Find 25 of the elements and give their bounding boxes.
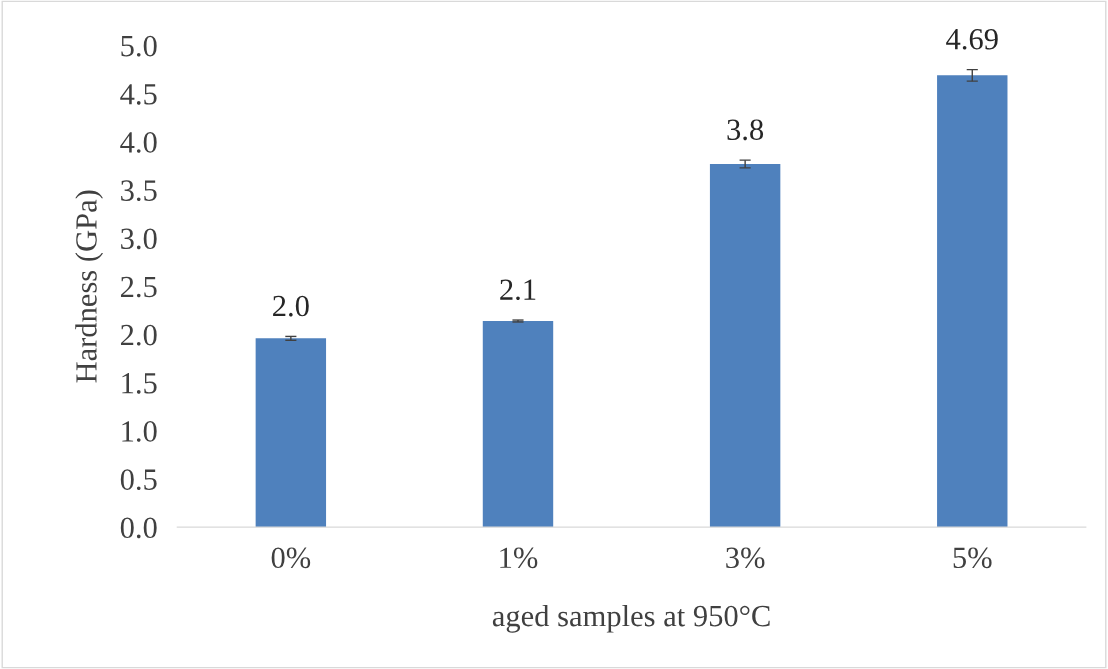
x-tick-label: 3% [726, 547, 765, 569]
data-label: 2.1 [500, 279, 536, 301]
y-tick-label: 4.0 [120, 132, 157, 153]
data-label: 4.69 [946, 28, 998, 50]
bar [255, 338, 327, 528]
y-tick-label: 3.0 [121, 228, 157, 250]
y-tick-label: 0.5 [120, 469, 157, 491]
data-label: 2.0 [273, 295, 309, 317]
y-tick-label: 3.5 [121, 180, 157, 202]
bar [709, 163, 781, 528]
y-tick-label: 5.0 [121, 35, 157, 57]
y-tick-label: 4.5 [120, 84, 157, 105]
y-axis-title: Hardness (GPa) [75, 190, 103, 383]
data-label: 3.8 [727, 119, 764, 141]
x-axis-title: aged samples at 950°C [492, 604, 770, 633]
y-tick-label: 1.5 [122, 373, 157, 394]
bar [937, 75, 1008, 528]
y-tick-label: 0.0 [120, 517, 157, 539]
x-tick-label: 1% [500, 547, 538, 569]
x-tick-label: 5% [953, 547, 992, 569]
y-tick-label: 2.5 [120, 276, 157, 298]
y-tick-label: 2.0 [120, 324, 157, 346]
bar [482, 321, 554, 528]
x-tick-label: 0% [271, 547, 311, 569]
y-tick-label: 1.0 [122, 421, 157, 442]
